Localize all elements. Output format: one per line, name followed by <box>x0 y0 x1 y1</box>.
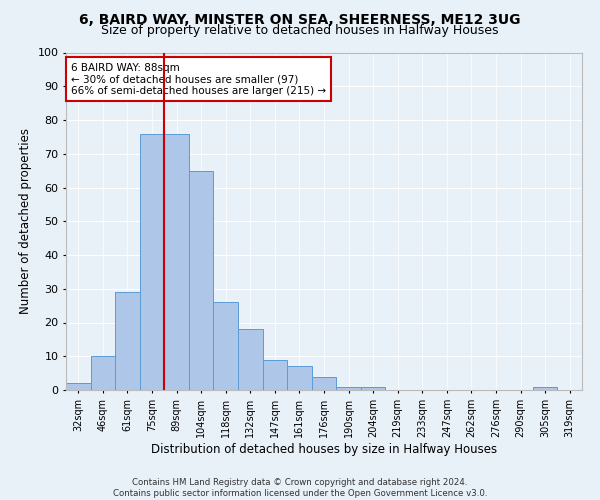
Text: Contains HM Land Registry data © Crown copyright and database right 2024.
Contai: Contains HM Land Registry data © Crown c… <box>113 478 487 498</box>
Bar <box>238 329 263 390</box>
Bar <box>263 360 287 390</box>
Bar <box>189 170 214 390</box>
Bar <box>214 302 238 390</box>
Bar <box>533 386 557 390</box>
Bar <box>91 356 115 390</box>
Bar <box>164 134 189 390</box>
Bar <box>361 386 385 390</box>
Bar <box>336 386 361 390</box>
Bar <box>115 292 140 390</box>
X-axis label: Distribution of detached houses by size in Halfway Houses: Distribution of detached houses by size … <box>151 442 497 456</box>
Bar <box>140 134 164 390</box>
Text: 6, BAIRD WAY, MINSTER ON SEA, SHEERNESS, ME12 3UG: 6, BAIRD WAY, MINSTER ON SEA, SHEERNESS,… <box>79 12 521 26</box>
Text: 6 BAIRD WAY: 88sqm
← 30% of detached houses are smaller (97)
66% of semi-detache: 6 BAIRD WAY: 88sqm ← 30% of detached hou… <box>71 62 326 96</box>
Bar <box>66 383 91 390</box>
Bar <box>287 366 312 390</box>
Text: Size of property relative to detached houses in Halfway Houses: Size of property relative to detached ho… <box>101 24 499 37</box>
Y-axis label: Number of detached properties: Number of detached properties <box>19 128 32 314</box>
Bar <box>312 376 336 390</box>
